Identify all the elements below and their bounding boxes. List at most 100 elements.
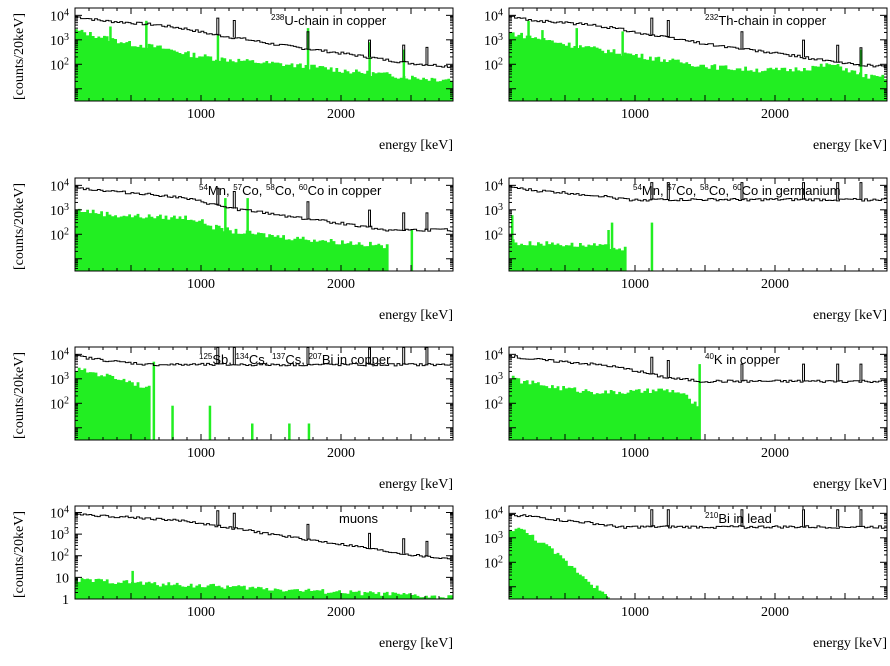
reference-peak	[802, 39, 805, 58]
reference-peak	[859, 47, 863, 65]
reference-spectrum	[75, 513, 453, 560]
reference-peak	[836, 44, 840, 63]
reference-peak	[802, 509, 805, 527]
x-axis-label: energy [keV]	[813, 636, 887, 651]
reference-peak	[802, 182, 805, 200]
x-tick-label: 1000	[621, 446, 649, 461]
reference-peak	[740, 182, 744, 200]
y-tick-label: 1	[62, 593, 69, 608]
y-tick-label: 104	[484, 177, 503, 195]
plot-frame	[74, 346, 454, 441]
reference-peak	[836, 182, 840, 200]
peak-bar	[307, 423, 311, 440]
y-tick-label: 102	[50, 226, 69, 244]
peak-bar	[208, 405, 212, 440]
y-tick-label: 103	[50, 201, 69, 219]
panel-label: 54Mn, 57Co, 58Co, 60Co in germanium	[633, 183, 841, 198]
peak-bar	[224, 198, 227, 271]
panel-label: 232Th-chain in copper	[705, 13, 827, 28]
reference-peak	[232, 20, 236, 38]
panel-6: 1000 2000 104 103 102 energy [keV] 40K in copp…	[484, 346, 888, 492]
x-tick-label: 1000	[187, 446, 215, 461]
reference-peak	[402, 347, 406, 365]
reference-spectrum	[75, 185, 453, 232]
peak-bar	[368, 42, 371, 101]
x-axis-label: energy [keV]	[379, 308, 453, 323]
panel-label: 238U-chain in copper	[271, 13, 387, 28]
reference-peak	[740, 31, 744, 49]
plot-frame	[508, 505, 888, 600]
y-tick-label: 103	[484, 370, 503, 388]
reference-peak	[425, 347, 429, 365]
y-tick-label: 104	[484, 7, 503, 25]
peak-bar	[859, 49, 863, 101]
x-tick-label: 1000	[621, 277, 649, 292]
reference-peak	[836, 363, 840, 382]
x-axis-label: energy [keV]	[813, 477, 887, 492]
y-axis-label: [counts/20keV]	[12, 13, 27, 100]
reference-peak	[666, 360, 670, 378]
y-tick-label: 103	[50, 526, 69, 544]
reference-peak	[368, 532, 371, 549]
reference-peak	[666, 182, 670, 200]
panel-5: 1000 2000 104 103 102 energy [keV] [counts/20k…	[12, 346, 454, 492]
x-tick-label: 1000	[621, 605, 649, 620]
reference-spectrum	[509, 355, 887, 383]
peak-bar	[527, 20, 530, 101]
y-tick-label: 104	[50, 504, 69, 522]
panel-label: 40K in copper	[705, 352, 780, 367]
y-tick-label: 103	[484, 31, 503, 49]
y-tick-label: 104	[50, 177, 69, 195]
peak-bar	[610, 222, 614, 271]
peak-bar	[511, 215, 514, 271]
reference-peak	[368, 209, 371, 228]
panel-1: 1000 2000 104 103 102 energy [keV] [counts/20k…	[12, 7, 454, 153]
reference-peak	[859, 509, 863, 527]
peak-bar	[109, 26, 112, 101]
y-tick-label: 104	[50, 7, 69, 25]
component-histogram	[509, 527, 621, 599]
reference-peak	[740, 509, 744, 527]
reference-peak	[306, 31, 310, 49]
y-axis-label: [counts/20keV]	[12, 352, 27, 439]
y-tick-label: 104	[484, 346, 503, 364]
y-tick-label: 102	[484, 554, 503, 572]
reference-spectrum	[75, 16, 453, 68]
peak-bar	[607, 230, 610, 271]
x-axis-label: energy [keV]	[379, 138, 453, 153]
peak-bar	[698, 364, 701, 440]
panel-8: 1000 2000 104 103 102 energy [keV] 210Bi in le…	[484, 505, 888, 651]
reference-peak	[402, 538, 406, 554]
reference-peak	[740, 363, 744, 382]
reference-peak	[232, 191, 236, 209]
plot-frame	[74, 177, 454, 272]
reference-peak	[836, 509, 840, 527]
plot-frame	[508, 177, 888, 272]
reference-peak	[402, 212, 406, 230]
peak-bar	[216, 35, 220, 101]
reference-peak	[802, 363, 805, 382]
y-axis-label: [counts/20keV]	[12, 183, 27, 270]
y-tick-label: 103	[484, 529, 503, 547]
component-histogram	[75, 208, 389, 271]
x-axis-label: energy [keV]	[813, 138, 887, 153]
panel-label: muons	[339, 511, 379, 526]
peak-bar	[171, 405, 174, 440]
reference-peak	[650, 17, 654, 36]
panel-label: 210Bi in lead	[705, 511, 772, 526]
component-histogram	[509, 375, 700, 440]
reference-peak	[666, 509, 670, 527]
plot-frame	[74, 7, 454, 102]
x-tick-label: 2000	[327, 277, 355, 292]
y-axis-label: [counts/20keV]	[12, 511, 27, 598]
x-tick-label: 2000	[761, 107, 789, 122]
peak-bar	[410, 230, 414, 271]
peak-bar	[246, 198, 249, 271]
y-tick-label: 102	[50, 56, 69, 74]
y-tick-label: 103	[484, 201, 503, 219]
peak-bar	[575, 28, 578, 102]
reference-peak	[216, 510, 220, 526]
reference-peak	[666, 20, 670, 38]
reference-spectrum	[509, 15, 887, 68]
